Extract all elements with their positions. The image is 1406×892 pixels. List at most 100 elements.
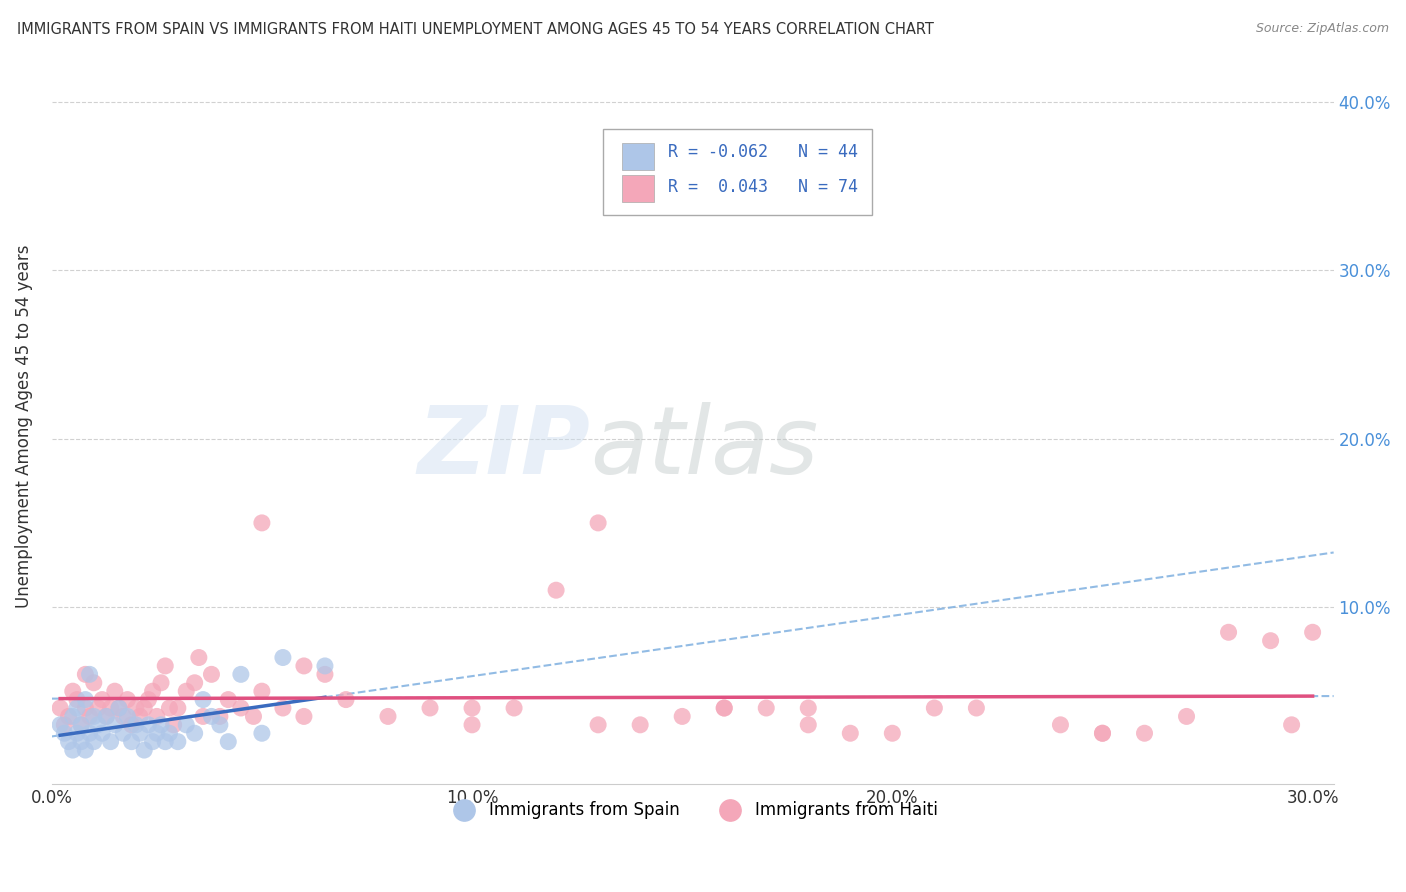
Legend: Immigrants from Spain, Immigrants from Haiti: Immigrants from Spain, Immigrants from H… xyxy=(441,794,945,825)
Point xyxy=(314,667,336,681)
Point xyxy=(217,692,239,706)
Point xyxy=(503,701,526,715)
Point xyxy=(134,701,156,715)
Point xyxy=(117,709,139,723)
Point xyxy=(155,659,177,673)
Point xyxy=(58,734,80,748)
Point xyxy=(112,709,135,723)
Point xyxy=(208,709,231,723)
Point xyxy=(208,718,231,732)
Point xyxy=(79,667,101,681)
Text: Source: ZipAtlas.com: Source: ZipAtlas.com xyxy=(1256,22,1389,36)
Point xyxy=(104,718,127,732)
Point xyxy=(83,709,105,723)
Point xyxy=(200,667,222,681)
Text: IMMIGRANTS FROM SPAIN VS IMMIGRANTS FROM HAITI UNEMPLOYMENT AMONG AGES 45 TO 54 : IMMIGRANTS FROM SPAIN VS IMMIGRANTS FROM… xyxy=(17,22,934,37)
Point xyxy=(546,583,568,598)
Point xyxy=(250,516,273,530)
Point xyxy=(96,709,118,723)
Point xyxy=(75,743,97,757)
Y-axis label: Unemployment Among Ages 45 to 54 years: Unemployment Among Ages 45 to 54 years xyxy=(15,244,32,607)
Point xyxy=(1175,709,1198,723)
Text: ZIP: ZIP xyxy=(418,401,591,493)
Point xyxy=(217,734,239,748)
Point xyxy=(125,701,148,715)
Point xyxy=(121,734,143,748)
Point xyxy=(142,684,165,698)
Point xyxy=(96,709,118,723)
Point xyxy=(183,726,205,740)
Point xyxy=(62,743,84,757)
Point xyxy=(75,692,97,706)
Point xyxy=(108,701,131,715)
Point xyxy=(671,709,693,723)
Point xyxy=(250,684,273,698)
Point xyxy=(66,726,89,740)
Point xyxy=(335,692,357,706)
Point xyxy=(377,709,399,723)
Point xyxy=(797,701,820,715)
FancyBboxPatch shape xyxy=(603,129,872,215)
Point xyxy=(62,709,84,723)
Point xyxy=(159,726,181,740)
Point xyxy=(91,726,114,740)
Point xyxy=(174,684,197,698)
Point xyxy=(292,659,315,673)
Point xyxy=(79,709,101,723)
Point xyxy=(229,701,252,715)
Point xyxy=(713,701,735,715)
Point xyxy=(839,726,862,740)
Point xyxy=(66,701,89,715)
Point xyxy=(271,650,294,665)
Point xyxy=(1260,633,1282,648)
Point xyxy=(129,726,152,740)
Point xyxy=(1302,625,1324,640)
Point xyxy=(70,734,93,748)
Point xyxy=(87,718,110,732)
Point xyxy=(314,659,336,673)
Point xyxy=(242,709,264,723)
Point xyxy=(146,726,169,740)
Point xyxy=(155,734,177,748)
Point xyxy=(882,726,904,740)
Point xyxy=(100,701,122,715)
Point xyxy=(191,709,214,723)
Point xyxy=(200,709,222,723)
Point xyxy=(53,718,76,732)
Point xyxy=(83,675,105,690)
Point xyxy=(292,709,315,723)
Point xyxy=(191,692,214,706)
Point xyxy=(461,701,484,715)
Point xyxy=(146,709,169,723)
Text: R =  0.043   N = 74: R = 0.043 N = 74 xyxy=(668,178,858,195)
Point xyxy=(229,667,252,681)
Point xyxy=(117,692,139,706)
Point xyxy=(1133,726,1156,740)
Point xyxy=(166,734,188,748)
Point xyxy=(49,701,72,715)
Point xyxy=(150,675,173,690)
Point xyxy=(797,718,820,732)
Point xyxy=(174,718,197,732)
Point xyxy=(134,743,156,757)
Point xyxy=(183,675,205,690)
Point xyxy=(58,709,80,723)
FancyBboxPatch shape xyxy=(623,143,654,170)
FancyBboxPatch shape xyxy=(623,175,654,202)
Point xyxy=(965,701,987,715)
Point xyxy=(138,718,160,732)
Point xyxy=(66,692,89,706)
Point xyxy=(79,726,101,740)
Point xyxy=(108,701,131,715)
Point xyxy=(75,701,97,715)
Point xyxy=(100,734,122,748)
Point xyxy=(87,701,110,715)
Point xyxy=(159,701,181,715)
Point xyxy=(142,734,165,748)
Point xyxy=(75,667,97,681)
Point xyxy=(166,701,188,715)
Point xyxy=(628,718,651,732)
Point xyxy=(138,692,160,706)
Point xyxy=(419,701,441,715)
Point xyxy=(1091,726,1114,740)
